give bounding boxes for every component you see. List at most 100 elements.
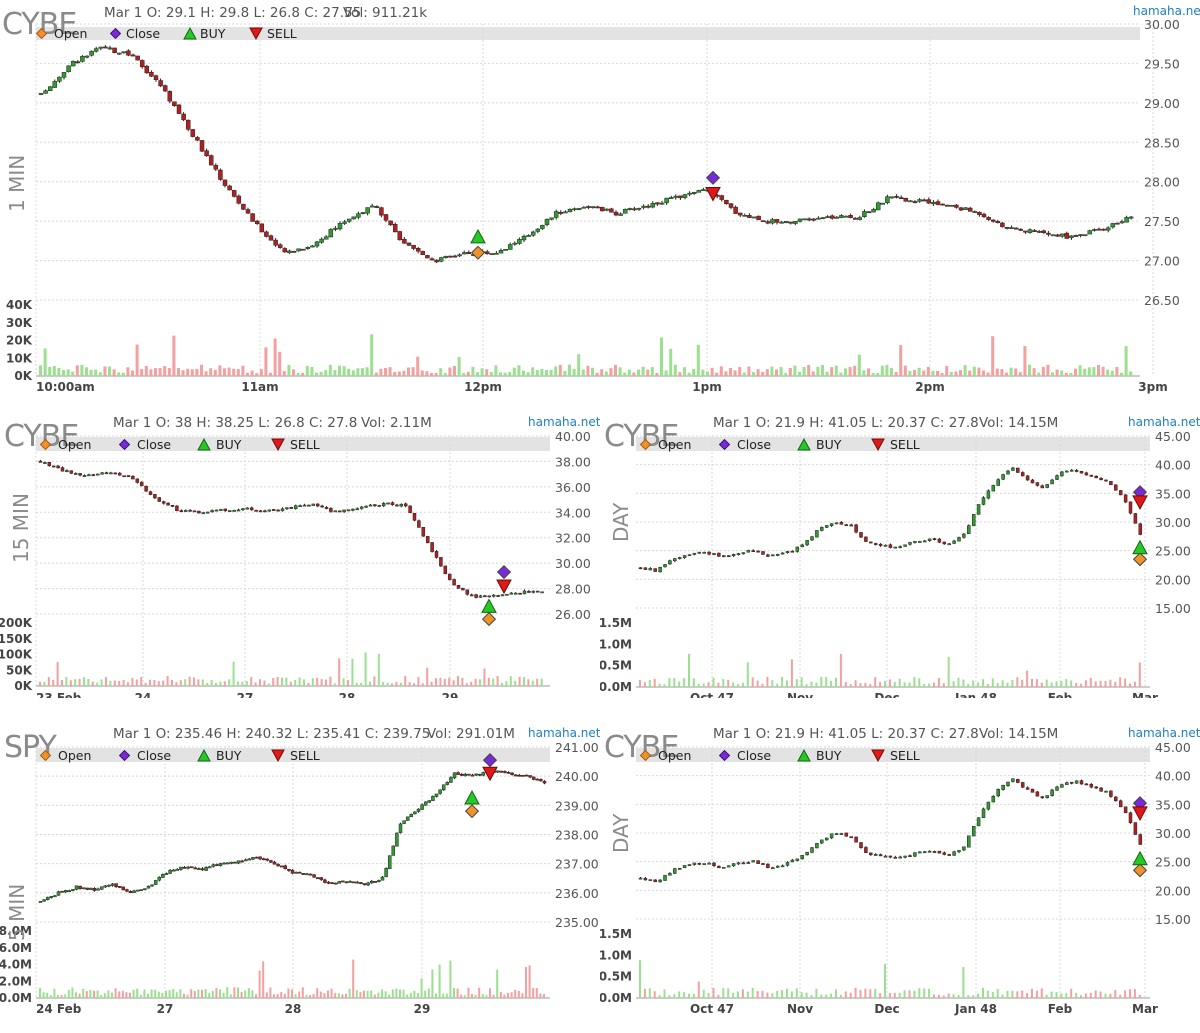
volume-bar (751, 987, 754, 998)
candle-body (268, 235, 274, 241)
candle-body (113, 472, 118, 475)
time-tick-label: 24 (135, 691, 152, 698)
candle-body (788, 221, 794, 224)
ohlc-readout: Mar 1 O: 29.1 H: 29.8 L: 26.8 C: 27.55 (104, 5, 361, 21)
candle-body (342, 221, 347, 224)
candle-body (864, 536, 868, 542)
volume-bar (1018, 372, 1022, 376)
volume-bar (536, 678, 539, 686)
volume-bar (388, 367, 392, 376)
candle-body (254, 220, 260, 225)
candle-body (1110, 223, 1116, 228)
volume-bar (514, 989, 517, 998)
candle-body (590, 206, 596, 208)
volume-bar (903, 365, 907, 376)
volume-bar (211, 990, 214, 998)
volume-bar (496, 675, 499, 686)
volume-bar (364, 652, 367, 686)
volume-bar (494, 365, 498, 376)
candle-body (733, 206, 738, 214)
chart-panel-cybe-day-top[interactable]: 45.00 40.00 35.00 30.00 25.00 20.00 15.00 1.5M… (600, 408, 1200, 698)
price-grid (636, 746, 1150, 999)
volume-bar (330, 988, 333, 998)
candle-body (197, 868, 201, 870)
candle-body (921, 199, 927, 202)
volume-bar (445, 993, 448, 998)
volume-bar (351, 370, 355, 376)
time-tick-label: 27 (237, 691, 254, 698)
candle-body (873, 854, 878, 856)
chart-panel-cybe-15min[interactable]: 40.00 38.00 36.00 34.00 32.00 30.00 28.00 26.00… (0, 408, 600, 698)
volume-bar (1114, 681, 1117, 687)
volume-bar (483, 668, 486, 686)
chart-panel-cybe-day-bottom[interactable]: 45.00 40.00 35.00 30.00 25.00 20.00 15.00 1.5M… (600, 719, 1200, 1019)
legend-sell: SELL (290, 437, 320, 452)
candle-body (243, 859, 248, 862)
volume-bar (112, 369, 116, 376)
candle-body (312, 874, 316, 878)
volume-bar (109, 680, 112, 686)
candle-body (383, 214, 389, 221)
candle-body (643, 878, 648, 881)
chart-panel-spy-5min[interactable]: 241.00 240.00 239.00 238.00 237.00 236.00 235.… (0, 719, 600, 1019)
candle-body (377, 880, 381, 882)
time-tick-label: Feb (1048, 1002, 1073, 1016)
candle-body (241, 203, 246, 210)
candle-body (478, 595, 483, 598)
volume-bar (880, 365, 884, 376)
candle-body (183, 510, 188, 512)
volume-bar (869, 989, 872, 998)
candle-body (254, 509, 258, 512)
candle-body (1000, 222, 1005, 228)
candle-body (112, 47, 117, 53)
volume-tick-label: 40K (6, 298, 33, 312)
candle-body (722, 866, 726, 869)
volume-bar (435, 993, 437, 998)
candle-body (261, 858, 266, 861)
volume-bar (1070, 988, 1073, 998)
price-tick-label: 30.00 (1155, 826, 1191, 841)
open-marker (1132, 552, 1148, 567)
candle-body (678, 195, 683, 199)
volume-bar (143, 989, 146, 998)
candle-body (277, 244, 283, 248)
volume-bar (307, 682, 310, 686)
candle-body (524, 774, 529, 777)
volume-bar (416, 356, 420, 376)
candle-body (834, 216, 840, 219)
volume-bar (241, 681, 244, 686)
candle-body (1035, 482, 1040, 486)
volume-bar (425, 371, 429, 376)
candle-body (500, 594, 505, 597)
candle-body (287, 868, 291, 871)
volume-bar (301, 372, 305, 376)
volume-bar (78, 679, 81, 686)
candle-body (866, 211, 872, 214)
time-tick-label: Mar (1132, 1002, 1158, 1016)
candle-body (971, 514, 976, 527)
volume-tick-label: 50K (6, 663, 33, 677)
volume-bar (167, 367, 171, 376)
volume-bar (1109, 679, 1112, 687)
candle-body (756, 215, 761, 221)
price-grid (35, 746, 550, 999)
volume-bar (977, 682, 980, 687)
volume-bar (800, 677, 803, 687)
volume-bar (65, 677, 68, 686)
volume-bar (94, 369, 98, 376)
candle-body (135, 889, 140, 892)
volume-bar (790, 991, 793, 998)
chart-panel-cybe-1min[interactable]: 30.00 29.50 29.00 28.50 28.00 27.50 27.00 26.50… (0, 0, 1200, 400)
volume-bar (526, 372, 530, 376)
candle-body (215, 864, 219, 866)
volume-bar (420, 978, 423, 998)
volume-bar (653, 678, 656, 687)
timeframe-label: 5 MIN (5, 884, 29, 941)
candle-body (149, 71, 154, 77)
candle-body (456, 584, 461, 589)
volume-bar (884, 681, 886, 687)
volume-bar (1014, 368, 1018, 376)
volume-readout: Vol: 14.15M (979, 726, 1058, 742)
candle-body (712, 862, 716, 866)
volume-bar (722, 679, 725, 687)
